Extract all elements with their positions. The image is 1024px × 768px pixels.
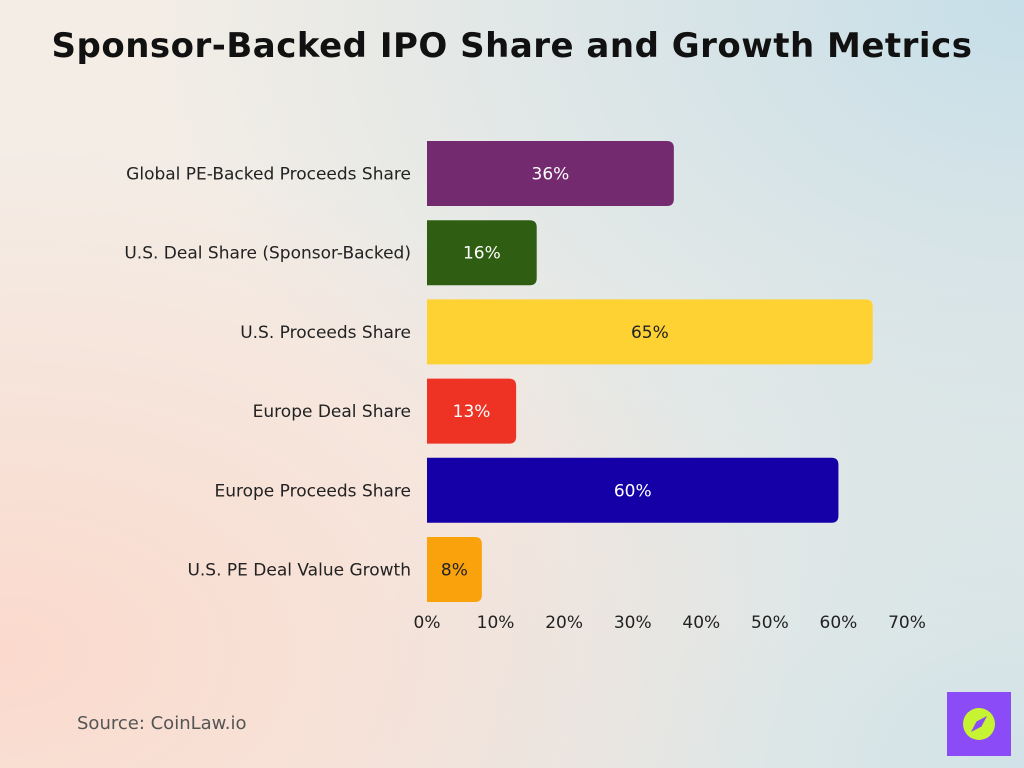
category-label-europe-deal-share: Europe Deal Share [253,402,411,422]
compass-icon [963,708,995,740]
category-label-u-s-pe-deal-value-growth: U.S. PE Deal Value Growth [187,561,411,581]
x-tick-label: 30% [614,613,652,633]
value-label-europe-deal-share: 13% [453,402,491,422]
value-label-u-s-proceeds-share: 65% [631,323,669,343]
bar-u-s-deal-share-sponsor-backed [427,220,537,286]
bar-u-s-proceeds-share [427,299,873,365]
x-tick-label: 70% [888,613,926,633]
source-note: Source: CoinLaw.io [77,713,247,734]
category-label-u-s-proceeds-share: U.S. Proceeds Share [240,323,411,343]
value-label-u-s-pe-deal-value-growth: 8% [441,561,468,581]
bar-global-pe-backed-proceeds-share [427,141,674,206]
bar-europe-proceeds-share [427,457,839,523]
chart-title: Sponsor-Backed IPO Share and Growth Metr… [51,26,973,66]
value-label-u-s-deal-share-sponsor-backed: 16% [463,244,501,264]
category-label-europe-proceeds-share: Europe Proceeds Share [214,481,411,501]
bar-u-s-pe-deal-value-growth [427,537,482,602]
x-tick-label: 10% [477,613,515,633]
x-tick-label: 50% [751,613,789,633]
bar-europe-deal-share [427,378,517,444]
x-tick-label: 60% [820,613,858,633]
x-tick-label: 40% [682,613,720,633]
logo-badge [947,692,1011,756]
category-label-u-s-deal-share-sponsor-backed: U.S. Deal Share (Sponsor-Backed) [124,244,411,264]
x-tick-label: 0% [414,613,441,633]
x-tick-label: 20% [545,613,583,633]
value-label-europe-proceeds-share: 60% [614,481,652,501]
value-label-global-pe-backed-proceeds-share: 36% [532,165,570,185]
category-label-global-pe-backed-proceeds-share: Global PE-Backed Proceeds Share [126,165,411,185]
